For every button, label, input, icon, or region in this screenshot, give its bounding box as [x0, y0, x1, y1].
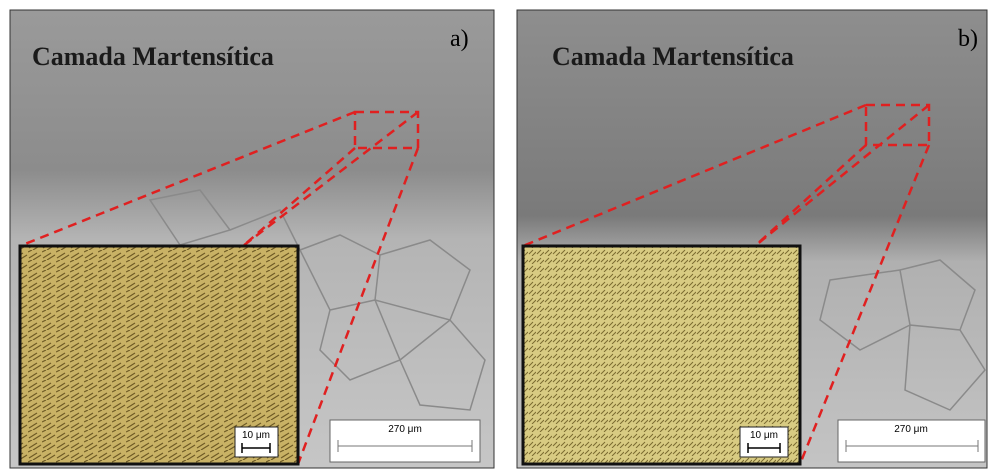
zoom-lines [522, 103, 931, 465]
scale-box [837, 419, 986, 463]
panel-title: Camada Martensítica [32, 42, 274, 71]
inset-scale: 10 μm [750, 430, 778, 441]
scale-box [329, 419, 481, 463]
inset-scale-bar [747, 443, 781, 453]
panel-label: a) [450, 26, 469, 52]
panel-b: Camada Martensítica b) 10 μm 270 μm [516, 9, 988, 469]
inset-scale-box [234, 426, 279, 458]
zoom-lines [19, 110, 420, 465]
inset-scale: 10 μm [242, 430, 270, 441]
panel-title: Camada Martensítica [552, 42, 794, 71]
panel-a: Camada Martensítica a) 10 μm 270 μm [9, 9, 495, 469]
panel-label: b) [958, 26, 978, 52]
scale-bar [845, 440, 979, 452]
scale-bar [337, 440, 473, 452]
grains [819, 259, 986, 411]
scale: 270 μm [388, 424, 422, 435]
grains [148, 189, 486, 411]
scale: 270 μm [894, 424, 928, 435]
inset-scale-bar [241, 443, 271, 453]
